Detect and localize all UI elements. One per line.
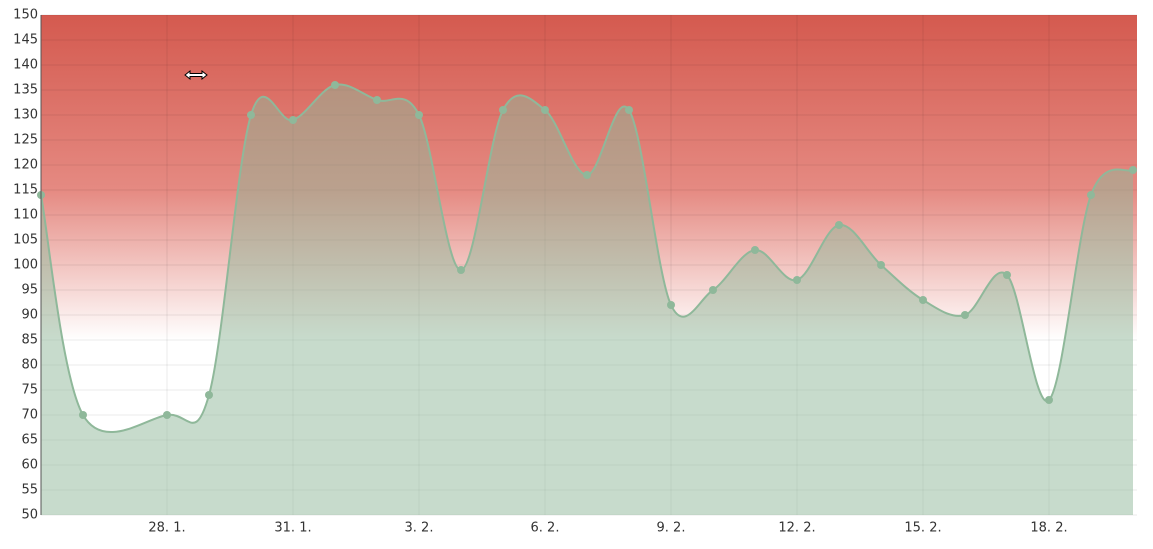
- y-tick-label: 65: [21, 433, 38, 448]
- y-tick-label: 105: [13, 233, 38, 248]
- y-tick-label: 135: [13, 83, 38, 98]
- point: [289, 116, 297, 124]
- x-tick-label: 12. 2.: [778, 521, 815, 536]
- point: [793, 276, 801, 284]
- point: [457, 266, 465, 274]
- marks: [37, 81, 1137, 515]
- y-tick-label: 60: [21, 458, 38, 473]
- point: [583, 171, 591, 179]
- point: [373, 96, 381, 104]
- y-tick-label: 85: [21, 333, 38, 348]
- point: [163, 411, 171, 419]
- y-tick-label: 95: [21, 283, 38, 298]
- y-tick-label: 50: [21, 508, 38, 523]
- point: [877, 261, 885, 269]
- point: [709, 286, 717, 294]
- y-tick-label: 110: [13, 208, 38, 223]
- y-tick-label: 145: [13, 33, 38, 48]
- point: [331, 81, 339, 89]
- cursor: [184, 69, 208, 81]
- point: [205, 391, 213, 399]
- y-tick-label: 55: [21, 483, 38, 498]
- x-tick-label: 31. 1.: [274, 521, 311, 536]
- point: [541, 106, 549, 114]
- y-tick-label: 125: [13, 133, 38, 148]
- point: [499, 106, 507, 114]
- point: [1087, 191, 1095, 199]
- point: [961, 311, 969, 319]
- point: [247, 111, 255, 119]
- point: [919, 296, 927, 304]
- point: [79, 411, 87, 419]
- y-tick-label: 130: [13, 108, 38, 123]
- x-tick-label: 15. 2.: [904, 521, 941, 536]
- x-tick-label: 6. 2.: [531, 521, 560, 536]
- x-tick-label: 28. 1.: [148, 521, 185, 536]
- y-tick-label: 115: [13, 183, 38, 198]
- y-tick-label: 90: [21, 308, 38, 323]
- area: [41, 84, 1133, 515]
- x-tick-label: 18. 2.: [1030, 521, 1067, 536]
- y-tick-label: 120: [13, 158, 38, 173]
- point: [835, 221, 843, 229]
- y-tick-label: 80: [21, 358, 38, 373]
- y-tick-label: 100: [13, 258, 38, 273]
- point: [625, 106, 633, 114]
- point: [667, 301, 675, 309]
- x-tick-label: 3. 2.: [405, 521, 434, 536]
- point: [1003, 271, 1011, 279]
- x-tick-label: 9. 2.: [657, 521, 686, 536]
- point: [1045, 396, 1053, 404]
- y-tick-label: 140: [13, 58, 38, 73]
- y-tick-label: 150: [13, 8, 38, 23]
- point: [415, 111, 423, 119]
- y-tick-label: 70: [21, 408, 38, 423]
- point: [751, 246, 759, 254]
- y-tick-label: 75: [21, 383, 38, 398]
- point: [1129, 166, 1137, 174]
